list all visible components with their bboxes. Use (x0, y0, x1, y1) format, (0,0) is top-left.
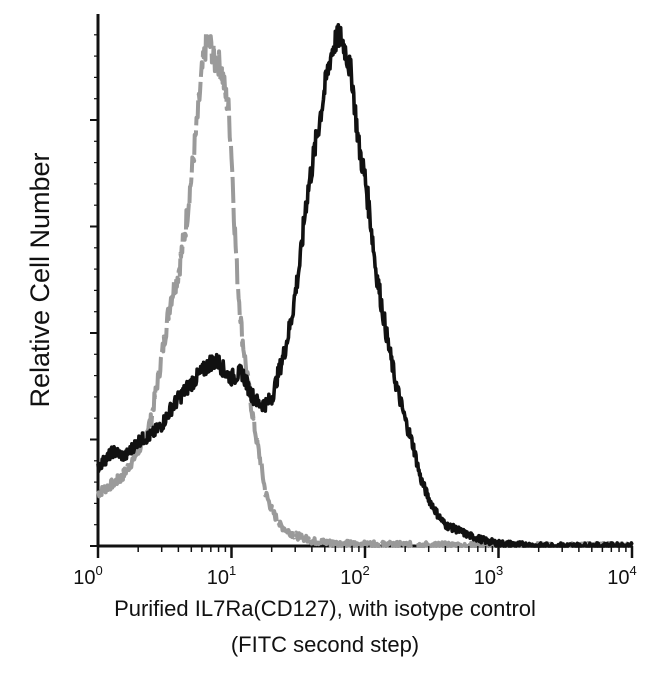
x-tick-label-base: 10 (73, 567, 95, 589)
y-axis-ticks (90, 34, 98, 547)
x-tick-label: 104 (607, 563, 636, 589)
series-layer (96, 23, 634, 548)
x-tick-label-exponent: 3 (496, 563, 503, 578)
x-tick-label-exponent: 4 (630, 563, 637, 578)
y-axis-label: Relative Cell Number (25, 152, 55, 408)
x-tick-label-base: 10 (340, 567, 362, 589)
x-tick-label: 101 (207, 563, 236, 589)
isotype-control-line (96, 30, 634, 548)
x-axis-label-subtitle: (FITC second step) (230, 632, 420, 657)
histogram-series (96, 23, 634, 548)
x-tick-label-exponent: 0 (96, 563, 103, 578)
x-tick-label-base: 10 (207, 567, 229, 589)
x-axis-label: Purified IL7Ra(CD127), with isotype cont… (114, 596, 536, 621)
x-axis-ticks: 100 101 102 103 104 (73, 546, 637, 589)
x-tick-label-base: 10 (607, 567, 629, 589)
x-tick-label: 100 (73, 563, 102, 589)
histogram-series (96, 30, 634, 548)
x-tick-label-exponent: 2 (363, 563, 370, 578)
x-tick-label: 102 (340, 563, 369, 589)
x-tick-label-base: 10 (474, 567, 496, 589)
x-tick-label-exponent: 1 (229, 563, 236, 578)
il7ra-stained-line (96, 23, 634, 548)
x-tick-label: 103 (474, 563, 503, 589)
